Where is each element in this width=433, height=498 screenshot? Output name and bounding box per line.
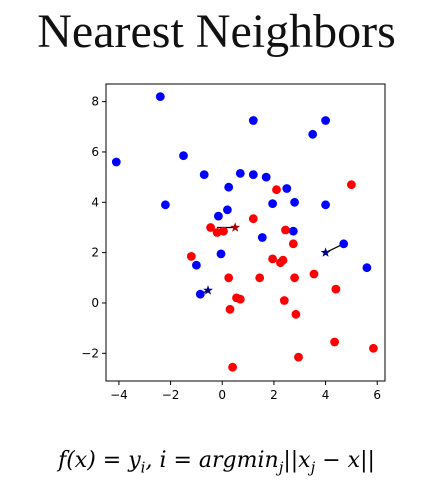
blue-point: [290, 197, 299, 207]
blue-point: [155, 92, 165, 101]
formula-lhs: f(x) = y: [58, 448, 141, 473]
blue-point: [321, 116, 330, 125]
red-point: [291, 309, 301, 319]
x-tick-label: 0: [218, 388, 226, 402]
x-tick-label: −4: [110, 388, 128, 402]
red-point: [288, 239, 298, 249]
y-tick-label: −2: [81, 346, 99, 360]
y-tick-label: 0: [91, 296, 99, 310]
nn-formula: f(x) = yi, i = argminj||xj − x||: [0, 446, 433, 482]
blue-point: [214, 211, 223, 221]
blue-point: [111, 157, 121, 167]
red-point: [224, 273, 234, 283]
blue-point: [192, 260, 201, 270]
red-point: [369, 343, 378, 353]
red-point: [225, 304, 235, 314]
red-point: [206, 223, 216, 232]
red-point: [255, 273, 265, 283]
blue-point: [179, 151, 188, 161]
y-tick-label: 2: [91, 246, 99, 260]
blue-point: [235, 169, 245, 178]
query-star: [320, 247, 331, 257]
y-axis-ticks: −2 0 2 4 6 8: [81, 95, 106, 360]
red-point: [278, 255, 288, 265]
y-tick-label: 4: [91, 195, 99, 209]
query-star: [230, 222, 241, 232]
x-axis-ticks: −4 −2 0 2 4 6: [110, 381, 381, 402]
query-points: [203, 222, 331, 295]
formula-mid: , i = argmin: [145, 448, 279, 473]
red-point: [219, 226, 228, 236]
red-point: [281, 225, 290, 235]
blue-point: [248, 170, 258, 180]
blue-point: [362, 263, 372, 273]
query-star: [203, 285, 213, 295]
formula-rhs-open: ||x: [283, 448, 311, 473]
red-point: [268, 254, 277, 264]
blue-point: [282, 184, 292, 193]
blue-point: [261, 172, 271, 182]
red-point: [331, 284, 341, 294]
blue-point: [248, 116, 258, 125]
blue-point: [199, 170, 209, 180]
red-point: [330, 337, 339, 347]
blue-point: [224, 182, 234, 192]
red-point: [235, 294, 245, 304]
x-tick-label: 2: [270, 388, 278, 402]
x-tick-label: 6: [373, 388, 381, 402]
blue-point: [339, 239, 349, 249]
formula-sub-i: i: [140, 458, 146, 477]
red-point: [248, 214, 258, 224]
blue-point: [257, 233, 267, 242]
x-tick-label: 4: [322, 388, 330, 402]
plot-frame: [105, 83, 386, 382]
red-point: [290, 273, 299, 283]
formula-sub-j2: j: [310, 458, 316, 477]
red-point: [279, 296, 289, 305]
blue-point: [288, 226, 298, 236]
formula-sub-j: j: [278, 458, 284, 477]
blue-point: [321, 200, 330, 210]
blue-point: [161, 200, 170, 210]
x-tick-label: −2: [162, 388, 180, 402]
red-point: [347, 180, 356, 190]
page-title: Nearest Neighbors: [37, 5, 396, 58]
data-points: [111, 92, 378, 372]
red-point: [228, 362, 238, 372]
red-point: [186, 252, 196, 261]
red-point: [294, 352, 303, 362]
y-tick-label: 8: [91, 95, 99, 109]
blue-point: [195, 289, 205, 299]
blue-point: [308, 129, 318, 139]
red-point: [309, 269, 319, 279]
blue-point: [216, 249, 226, 259]
red-point: [272, 185, 281, 195]
blue-point: [223, 205, 232, 215]
formula-rhs-close: − x||: [315, 448, 375, 473]
y-tick-label: 6: [91, 145, 99, 159]
blue-point: [268, 199, 277, 209]
